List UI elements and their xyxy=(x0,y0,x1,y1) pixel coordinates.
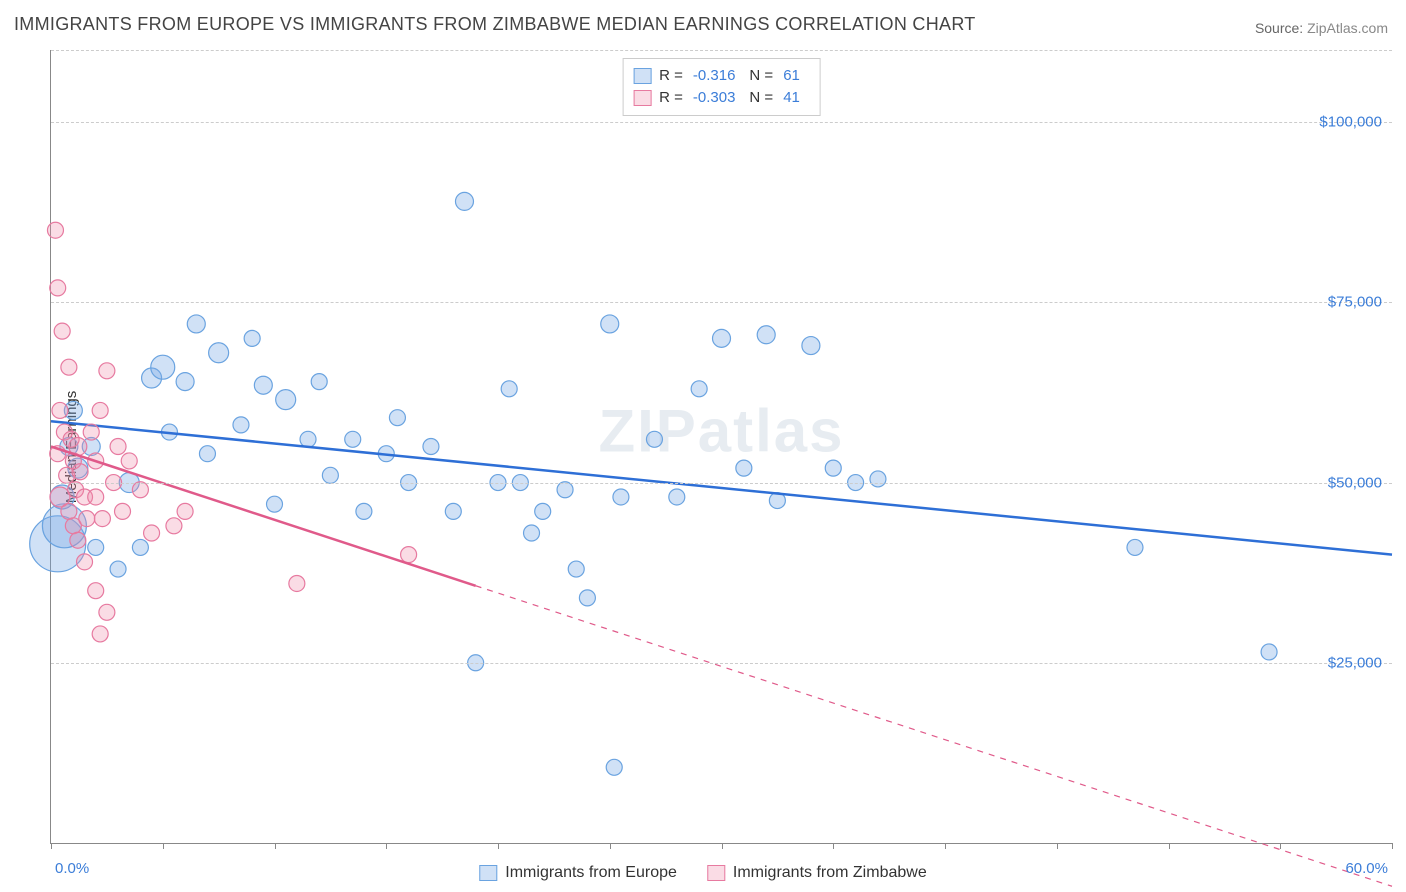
chart-title: IMMIGRANTS FROM EUROPE VS IMMIGRANTS FRO… xyxy=(14,14,976,35)
data-point xyxy=(110,439,126,455)
data-point xyxy=(322,467,338,483)
data-point xyxy=(568,561,584,577)
data-point xyxy=(47,222,63,238)
y-tick-label: $75,000 xyxy=(1328,294,1382,311)
data-point xyxy=(613,489,629,505)
data-point xyxy=(579,590,595,606)
data-point xyxy=(345,431,361,447)
data-point xyxy=(825,460,841,476)
data-point xyxy=(423,439,439,455)
data-point xyxy=(50,280,66,296)
data-point xyxy=(557,482,573,498)
data-point xyxy=(94,511,110,527)
source-attribution: Source: ZipAtlas.com xyxy=(1255,20,1388,36)
source-label: Source: xyxy=(1255,20,1303,36)
data-point xyxy=(1127,539,1143,555)
data-point xyxy=(83,424,99,440)
data-point xyxy=(870,471,886,487)
data-point xyxy=(606,759,622,775)
trend-line-extrapolated xyxy=(476,586,1392,886)
data-point xyxy=(92,402,108,418)
data-point xyxy=(61,503,77,519)
data-point xyxy=(121,453,137,469)
data-point xyxy=(501,381,517,397)
legend-label-zimbabwe: Immigrants from Zimbabwe xyxy=(733,864,927,882)
y-tick-label: $100,000 xyxy=(1319,114,1382,131)
x-axis-min-label: 0.0% xyxy=(55,860,89,877)
data-point xyxy=(802,337,820,355)
legend-swatch-europe xyxy=(479,865,497,881)
legend-swatch-zimbabwe xyxy=(707,865,725,881)
data-point xyxy=(151,355,175,379)
data-point xyxy=(736,460,752,476)
data-point xyxy=(99,363,115,379)
data-point xyxy=(757,326,775,344)
data-point xyxy=(176,373,194,391)
x-axis-max-label: 60.0% xyxy=(1345,860,1388,877)
source-site: ZipAtlas.com xyxy=(1307,20,1388,36)
data-point xyxy=(187,315,205,333)
data-point xyxy=(389,410,405,426)
series-legend: Immigrants from Europe Immigrants from Z… xyxy=(479,864,926,882)
data-point xyxy=(70,532,86,548)
data-point xyxy=(535,503,551,519)
data-point xyxy=(72,464,88,480)
data-point xyxy=(144,525,160,541)
data-point xyxy=(289,575,305,591)
data-point xyxy=(445,503,461,519)
data-point xyxy=(79,511,95,527)
data-point xyxy=(356,503,372,519)
data-point xyxy=(601,315,619,333)
data-point xyxy=(115,503,131,519)
data-point xyxy=(52,402,68,418)
data-point xyxy=(233,417,249,433)
data-point xyxy=(92,626,108,642)
data-point xyxy=(132,539,148,555)
data-point xyxy=(311,374,327,390)
data-point xyxy=(110,561,126,577)
data-point xyxy=(267,496,283,512)
y-tick-label: $25,000 xyxy=(1328,654,1382,671)
data-point xyxy=(276,390,296,410)
data-point xyxy=(132,482,148,498)
data-point xyxy=(77,554,93,570)
data-point xyxy=(166,518,182,534)
data-point xyxy=(254,376,272,394)
data-point xyxy=(99,604,115,620)
data-point xyxy=(209,343,229,363)
data-point xyxy=(300,431,316,447)
data-point xyxy=(646,431,662,447)
data-point xyxy=(524,525,540,541)
legend-item-zimbabwe: Immigrants from Zimbabwe xyxy=(707,864,927,882)
legend-label-europe: Immigrants from Europe xyxy=(505,864,677,882)
data-point xyxy=(713,329,731,347)
data-point xyxy=(88,539,104,555)
data-point xyxy=(401,547,417,563)
chart-plot-area: Median Earnings ZIPatlas R = -0.316 N = … xyxy=(50,50,1392,844)
data-point xyxy=(669,489,685,505)
data-point xyxy=(691,381,707,397)
data-point xyxy=(177,503,193,519)
legend-item-europe: Immigrants from Europe xyxy=(479,864,677,882)
y-tick-label: $50,000 xyxy=(1328,474,1382,491)
data-point xyxy=(88,583,104,599)
data-point xyxy=(1261,644,1277,660)
scatter-plot-svg xyxy=(51,50,1392,843)
data-point xyxy=(61,359,77,375)
data-point xyxy=(199,446,215,462)
data-point xyxy=(88,489,104,505)
data-point xyxy=(455,192,473,210)
trend-line xyxy=(51,421,1392,554)
data-point xyxy=(54,323,70,339)
data-point xyxy=(244,330,260,346)
